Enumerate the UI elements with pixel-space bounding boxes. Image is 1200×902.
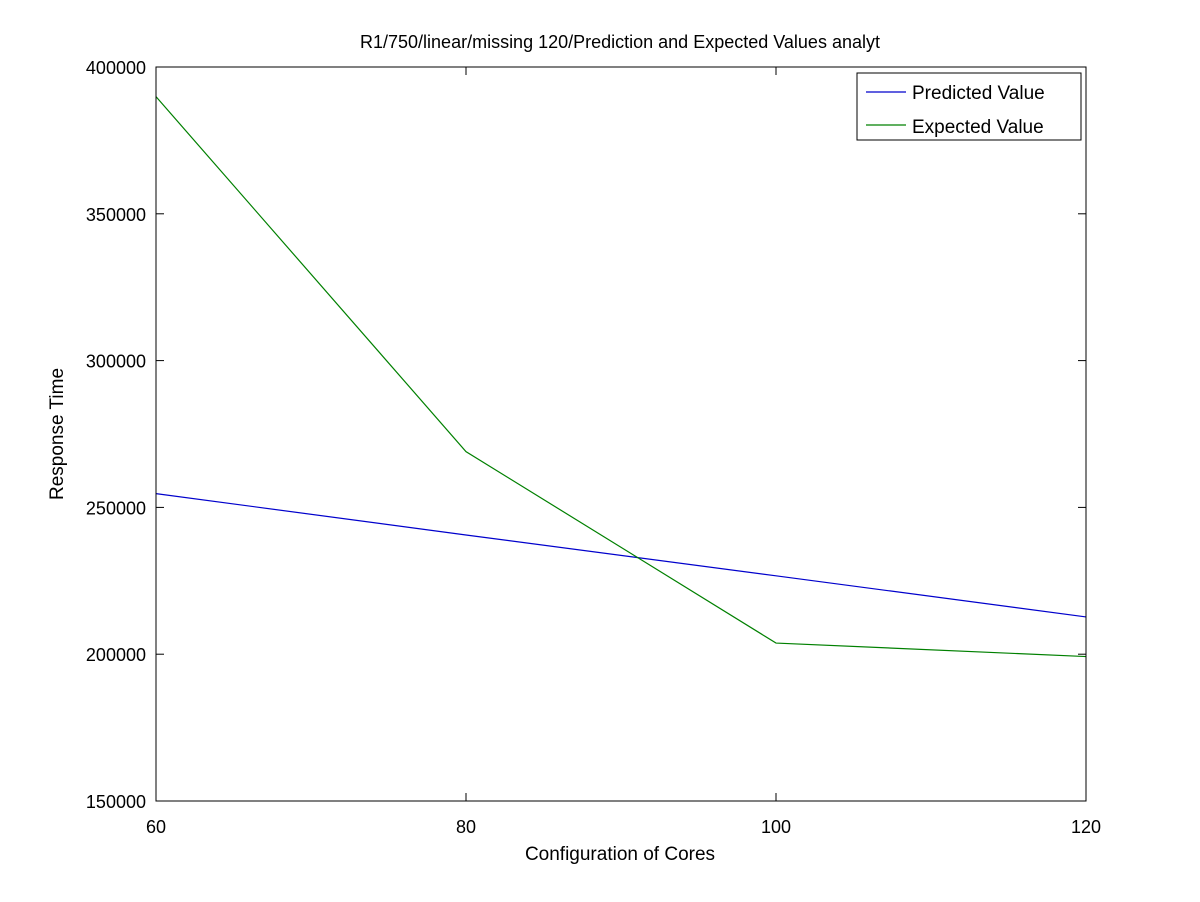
chart-title: R1/750/linear/missing 120/Prediction and… (360, 32, 880, 52)
x-tick-label: 80 (456, 817, 476, 837)
legend-box (856, 72, 1082, 141)
legend-label-predicted-value: Predicted Value (912, 83, 1045, 104)
x-tick-label: 120 (1071, 817, 1101, 837)
x-axis-label: Configuration of Cores (525, 844, 715, 865)
legend: Predicted Value Expected Value (856, 72, 1082, 141)
x-tick-label: 100 (761, 817, 791, 837)
x-tick-label: 60 (146, 817, 166, 837)
y-tick-label: 150000 (86, 792, 146, 812)
series-line-expected-value (155, 96, 1087, 658)
series-layer (155, 96, 1087, 658)
y-tick-label: 400000 (86, 58, 146, 78)
y-axis: 150000 200000 250000 300000 350000 400000 (86, 58, 1086, 812)
y-tick-label: 200000 (86, 645, 146, 665)
y-axis-label: Response Time (47, 368, 68, 500)
legend-label-expected-value: Expected Value (912, 117, 1044, 138)
y-tick-label: 250000 (86, 498, 146, 518)
y-tick-label: 300000 (86, 352, 146, 372)
x-axis: 60 80 100 120 (146, 67, 1101, 837)
plot-frame (155, 66, 1087, 802)
y-tick-label: 350000 (86, 205, 146, 225)
series-line-predicted-value (155, 493, 1087, 618)
